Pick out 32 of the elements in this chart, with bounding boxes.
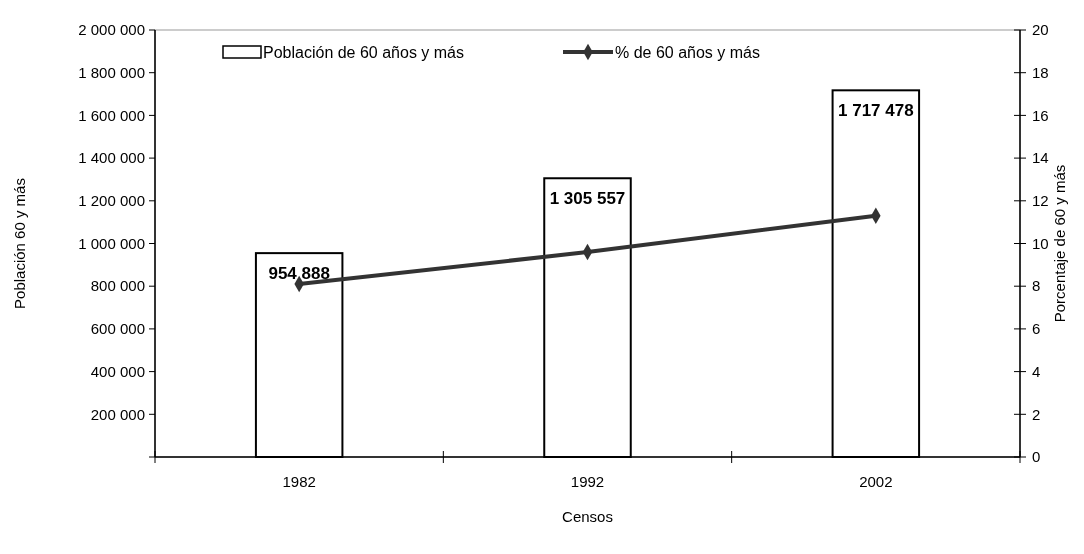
y2-tick-label: 6 bbox=[1032, 320, 1041, 338]
x-tick-label: 1992 bbox=[570, 473, 605, 490]
y2-tick-label: 8 bbox=[1032, 277, 1041, 295]
y2-tick-label: 2 bbox=[1032, 405, 1041, 423]
y-tick-label: 800 000 bbox=[90, 277, 145, 295]
y2-tick-label: 4 bbox=[1032, 362, 1041, 380]
y-axis-title: Población 60 y más bbox=[11, 178, 28, 309]
y2-tick-label: 16 bbox=[1032, 106, 1049, 124]
data-label: 1 717 478 bbox=[838, 101, 914, 121]
y-tick-label: 200 000 bbox=[90, 405, 145, 423]
y-tick-label: 2 000 000 bbox=[78, 21, 145, 39]
x-axis-title: Censos bbox=[562, 508, 613, 525]
y2-tick-label: 18 bbox=[1032, 63, 1049, 81]
y2-axis-title: Porcentaje de 60 y más bbox=[1051, 164, 1068, 323]
y-tick-label: 1 400 000 bbox=[78, 149, 145, 167]
data-label: 954 888 bbox=[268, 264, 330, 284]
y-tick-label: 1 800 000 bbox=[78, 63, 145, 81]
x-tick-label: 2002 bbox=[859, 473, 893, 490]
y2-tick-label: 14 bbox=[1032, 149, 1049, 167]
x-tick-label: 1982 bbox=[282, 473, 316, 490]
y2-tick-label: 0 bbox=[1032, 448, 1041, 466]
legend-label: % de 60 años y más bbox=[615, 43, 760, 61]
legend-label: Población de 60 años y más bbox=[263, 43, 465, 61]
y2-tick-label: 10 bbox=[1032, 234, 1049, 252]
y-tick-label: 1 200 000 bbox=[78, 192, 145, 210]
y-tick-label: 1 600 000 bbox=[78, 106, 145, 124]
y2-tick-label: 12 bbox=[1032, 192, 1049, 210]
y-tick-label: 400 000 bbox=[90, 362, 145, 380]
data-label: 1 305 557 bbox=[549, 189, 626, 209]
y-tick-label: 600 000 bbox=[90, 320, 145, 338]
y2-tick-label: 20 bbox=[1032, 21, 1049, 39]
y-tick-label: 1 000 000 bbox=[78, 234, 145, 252]
